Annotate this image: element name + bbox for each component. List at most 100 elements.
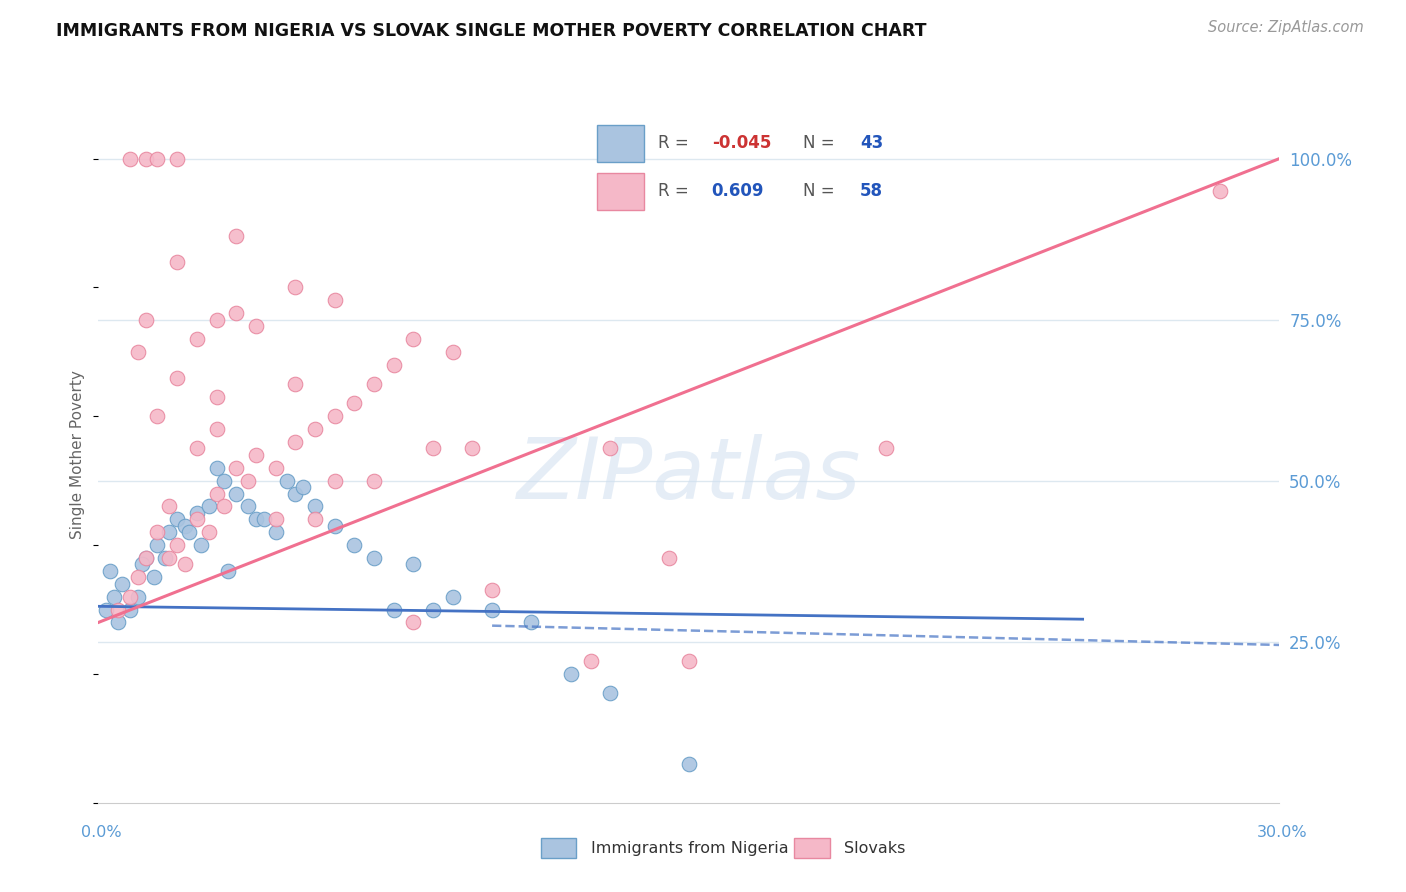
- Point: [599, 686, 621, 700]
- Point: [197, 500, 219, 514]
- Point: [205, 312, 228, 326]
- Point: [107, 615, 129, 630]
- Point: [135, 551, 157, 566]
- Point: [323, 293, 346, 308]
- Point: [177, 525, 200, 540]
- Point: [323, 409, 346, 424]
- Point: [225, 486, 247, 500]
- Point: [236, 500, 259, 514]
- Point: [678, 654, 700, 668]
- FancyBboxPatch shape: [598, 173, 644, 211]
- Text: Slovaks: Slovaks: [844, 841, 905, 855]
- Point: [402, 332, 425, 346]
- Text: IMMIGRANTS FROM NIGERIA VS SLOVAK SINGLE MOTHER POVERTY CORRELATION CHART: IMMIGRANTS FROM NIGERIA VS SLOVAK SINGLE…: [56, 22, 927, 40]
- Point: [166, 370, 188, 384]
- Point: [284, 377, 307, 392]
- Text: Source: ZipAtlas.com: Source: ZipAtlas.com: [1208, 20, 1364, 35]
- Point: [146, 409, 169, 424]
- Text: 0.0%: 0.0%: [82, 825, 121, 839]
- Point: [236, 474, 259, 488]
- Point: [441, 590, 464, 604]
- Point: [214, 500, 236, 514]
- Point: [118, 602, 141, 616]
- Point: [174, 518, 197, 533]
- Point: [205, 486, 228, 500]
- Point: [422, 442, 444, 456]
- Point: [135, 551, 157, 566]
- Point: [245, 448, 267, 462]
- Point: [205, 390, 228, 404]
- Point: [186, 332, 208, 346]
- Point: [323, 474, 346, 488]
- Text: 43: 43: [860, 134, 883, 153]
- FancyBboxPatch shape: [541, 838, 576, 858]
- Point: [363, 377, 385, 392]
- Point: [146, 152, 169, 166]
- Point: [402, 558, 425, 572]
- Point: [111, 576, 134, 591]
- Point: [264, 525, 287, 540]
- Point: [599, 442, 621, 456]
- Point: [197, 525, 219, 540]
- Point: [461, 442, 484, 456]
- Point: [481, 583, 503, 598]
- Text: 30.0%: 30.0%: [1257, 825, 1308, 839]
- Point: [304, 422, 326, 436]
- Point: [658, 551, 681, 566]
- Point: [875, 442, 897, 456]
- Point: [678, 757, 700, 772]
- Point: [225, 460, 247, 475]
- Text: -0.045: -0.045: [711, 134, 770, 153]
- Point: [284, 435, 307, 450]
- Point: [118, 590, 141, 604]
- Point: [96, 602, 118, 616]
- Point: [190, 538, 212, 552]
- Point: [304, 512, 326, 526]
- Point: [225, 306, 247, 320]
- Point: [107, 602, 129, 616]
- Point: [127, 344, 149, 359]
- Point: [441, 344, 464, 359]
- Point: [135, 152, 157, 166]
- Point: [363, 474, 385, 488]
- Point: [343, 538, 366, 552]
- Point: [146, 538, 169, 552]
- Text: Immigrants from Nigeria: Immigrants from Nigeria: [591, 841, 789, 855]
- Point: [579, 654, 602, 668]
- FancyBboxPatch shape: [598, 125, 644, 162]
- Point: [264, 460, 287, 475]
- Point: [118, 152, 141, 166]
- Point: [520, 615, 543, 630]
- Point: [481, 602, 503, 616]
- Point: [402, 615, 425, 630]
- Point: [284, 486, 307, 500]
- Point: [127, 570, 149, 584]
- Point: [157, 551, 180, 566]
- Text: R =: R =: [658, 134, 693, 153]
- Point: [186, 512, 208, 526]
- Text: N =: N =: [803, 134, 839, 153]
- Point: [155, 551, 177, 566]
- Point: [217, 564, 239, 578]
- Point: [304, 500, 326, 514]
- Point: [157, 525, 180, 540]
- Text: 58: 58: [860, 182, 883, 201]
- Point: [245, 319, 267, 334]
- Point: [1209, 184, 1232, 198]
- Point: [186, 506, 208, 520]
- Text: ZIPatlas: ZIPatlas: [517, 434, 860, 517]
- Point: [98, 564, 121, 578]
- Point: [205, 422, 228, 436]
- Point: [382, 358, 405, 372]
- FancyBboxPatch shape: [794, 838, 830, 858]
- Point: [205, 460, 228, 475]
- Point: [225, 228, 247, 243]
- Point: [422, 602, 444, 616]
- Point: [284, 280, 307, 294]
- Point: [103, 590, 125, 604]
- Point: [264, 512, 287, 526]
- Point: [166, 512, 188, 526]
- Point: [560, 667, 582, 681]
- Point: [142, 570, 165, 584]
- Point: [343, 396, 366, 410]
